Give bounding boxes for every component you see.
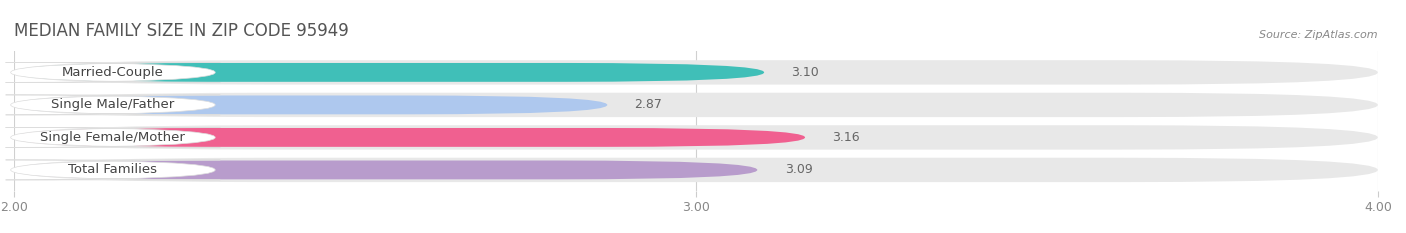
FancyBboxPatch shape [14,96,607,114]
FancyBboxPatch shape [6,127,221,147]
FancyBboxPatch shape [14,125,1378,150]
Text: 3.09: 3.09 [785,163,813,176]
FancyBboxPatch shape [14,93,1378,117]
FancyBboxPatch shape [14,158,1378,182]
FancyBboxPatch shape [14,128,806,147]
Text: Total Families: Total Families [69,163,157,176]
Text: 3.10: 3.10 [792,66,820,79]
FancyBboxPatch shape [6,160,221,180]
FancyBboxPatch shape [6,95,221,115]
FancyBboxPatch shape [6,62,221,82]
Text: Single Female/Mother: Single Female/Mother [41,131,186,144]
Text: Married-Couple: Married-Couple [62,66,165,79]
FancyBboxPatch shape [14,161,758,179]
Text: 2.87: 2.87 [634,98,662,111]
Text: MEDIAN FAMILY SIZE IN ZIP CODE 95949: MEDIAN FAMILY SIZE IN ZIP CODE 95949 [14,22,349,40]
FancyBboxPatch shape [14,60,1378,85]
Text: 3.16: 3.16 [832,131,860,144]
FancyBboxPatch shape [14,63,763,82]
Text: Source: ZipAtlas.com: Source: ZipAtlas.com [1260,30,1378,40]
Text: Single Male/Father: Single Male/Father [51,98,174,111]
